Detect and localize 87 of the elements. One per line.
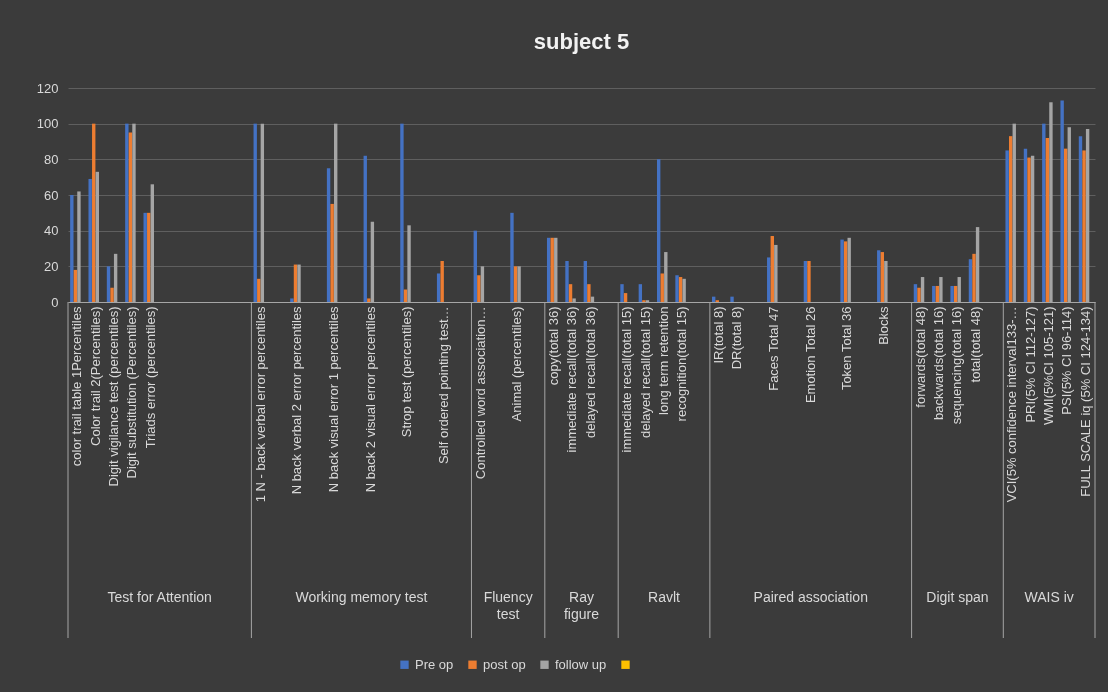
bar	[1060, 100, 1064, 302]
x-tick-label: forwards(total 48)	[912, 306, 928, 408]
bar	[730, 296, 734, 302]
bar	[330, 203, 334, 302]
x-tick-label: sequencing(total 16)	[949, 306, 965, 425]
y-tick-label: 100	[36, 116, 59, 132]
bar	[1005, 150, 1009, 302]
bar	[510, 212, 514, 302]
bar	[807, 260, 811, 302]
bar	[367, 298, 371, 302]
bar	[477, 275, 481, 302]
x-tick-label: FULL SCALE iq (5% CI 124-134)	[1077, 306, 1093, 497]
bar	[400, 123, 404, 302]
bar	[1042, 123, 1046, 302]
text: Test for Attention	[107, 589, 212, 605]
bar	[125, 123, 129, 302]
legend-label: post op	[483, 656, 526, 672]
x-tick-label: Controlled word association…	[472, 306, 488, 480]
y-tick-label: 80	[44, 151, 59, 167]
bar	[950, 285, 954, 302]
text: Paired association	[753, 589, 868, 605]
bar	[70, 195, 74, 302]
x-tick-label: PSI(5% CI 96-114)	[1059, 306, 1075, 415]
x-tick-label: Faces Total 47	[766, 306, 782, 391]
x-tick-label: 1 N - back verbal error percentiles	[252, 306, 268, 503]
x-tick-label: recognition(total 15)	[674, 306, 690, 422]
y-tick-label: 120	[36, 80, 59, 96]
bar	[568, 284, 573, 302]
y-tick-label: 60	[44, 187, 59, 203]
x-tick-label: delayed recall(total 36)	[582, 306, 598, 439]
bar	[587, 284, 591, 302]
bar	[1027, 157, 1031, 302]
bar	[565, 260, 569, 302]
x-tick-label: Digit substitution (Percentiles)	[124, 306, 140, 479]
x-tick-label: immediate recall(total 36)	[564, 306, 580, 453]
bar	[1082, 150, 1086, 302]
x-tick-label: DR(total 8)	[729, 306, 745, 370]
legend-label: follow up	[555, 656, 607, 672]
y-tick-label: 40	[44, 223, 59, 239]
bar	[290, 298, 294, 302]
chart-title: subject 5	[533, 29, 630, 54]
text: Digit span	[926, 589, 989, 605]
x-tick-label: Self ordered pointing test…	[435, 306, 451, 465]
x-tick-label: Triads error (percentiles)	[142, 306, 158, 449]
bar	[88, 178, 92, 302]
x-tick-label: long term retention	[656, 306, 672, 415]
bar	[675, 275, 679, 302]
bar	[143, 212, 147, 302]
text: WAIS iv	[1024, 589, 1074, 605]
x-tick-label: Digit vigilance test (percentiles)	[105, 306, 121, 487]
x-tick-label: delayed recall(total 15)	[637, 306, 653, 439]
bar	[440, 260, 444, 302]
bar	[913, 284, 918, 302]
x-tick-label: total(total 48)	[967, 306, 983, 383]
x-tick-label: IR(total 8)	[711, 306, 727, 364]
x-tick-label: color trail table 1Percentiles	[69, 306, 85, 467]
x-tick-label: WMI(5%CI 105-121)	[1041, 306, 1057, 425]
x-tick-label: Animal (percentiles)	[509, 306, 525, 422]
x-tick-label: Strop test (percentiles)	[399, 306, 415, 438]
x-tick-label: VCI(5% confidence interval133-…	[1004, 306, 1020, 503]
text: Working memory test	[295, 589, 428, 605]
bar	[917, 287, 921, 302]
bar	[972, 253, 976, 302]
legend-label: Pre op	[415, 656, 454, 672]
x-tick-label: PRI(5% CI 112-127)	[1022, 306, 1038, 423]
bar	[436, 273, 441, 302]
x-tick-label: Token Total 36	[839, 306, 855, 391]
x-tick-label: immediate recall(total 15)	[619, 306, 635, 453]
x-tick-label: N back visual error 1 percentiles	[325, 306, 341, 493]
x-tick-label: N back verbal 2 error percentiles	[289, 306, 305, 495]
y-tick-label: 20	[44, 258, 59, 274]
bar	[620, 284, 624, 302]
x-tick-label: Emotion Total 26	[802, 306, 818, 404]
x-tick-label: copy(total 36)	[545, 306, 561, 386]
x-tick-label: Color trail 2(Percentiles)	[87, 306, 103, 446]
x-tick-label: backwards(total 16)	[931, 306, 947, 420]
bar	[623, 293, 628, 302]
bar	[840, 239, 844, 302]
text: Fluency test	[483, 589, 533, 622]
text: Ravlt	[648, 589, 681, 605]
bar	[660, 273, 664, 302]
text: Ray figure	[563, 589, 600, 622]
bar	[110, 287, 114, 302]
bar	[638, 284, 643, 302]
x-tick-label: N back 2 visual error percentiles	[362, 306, 378, 493]
x-tick-label: Blocks	[876, 306, 892, 345]
y-tick-label: 0	[51, 294, 59, 310]
